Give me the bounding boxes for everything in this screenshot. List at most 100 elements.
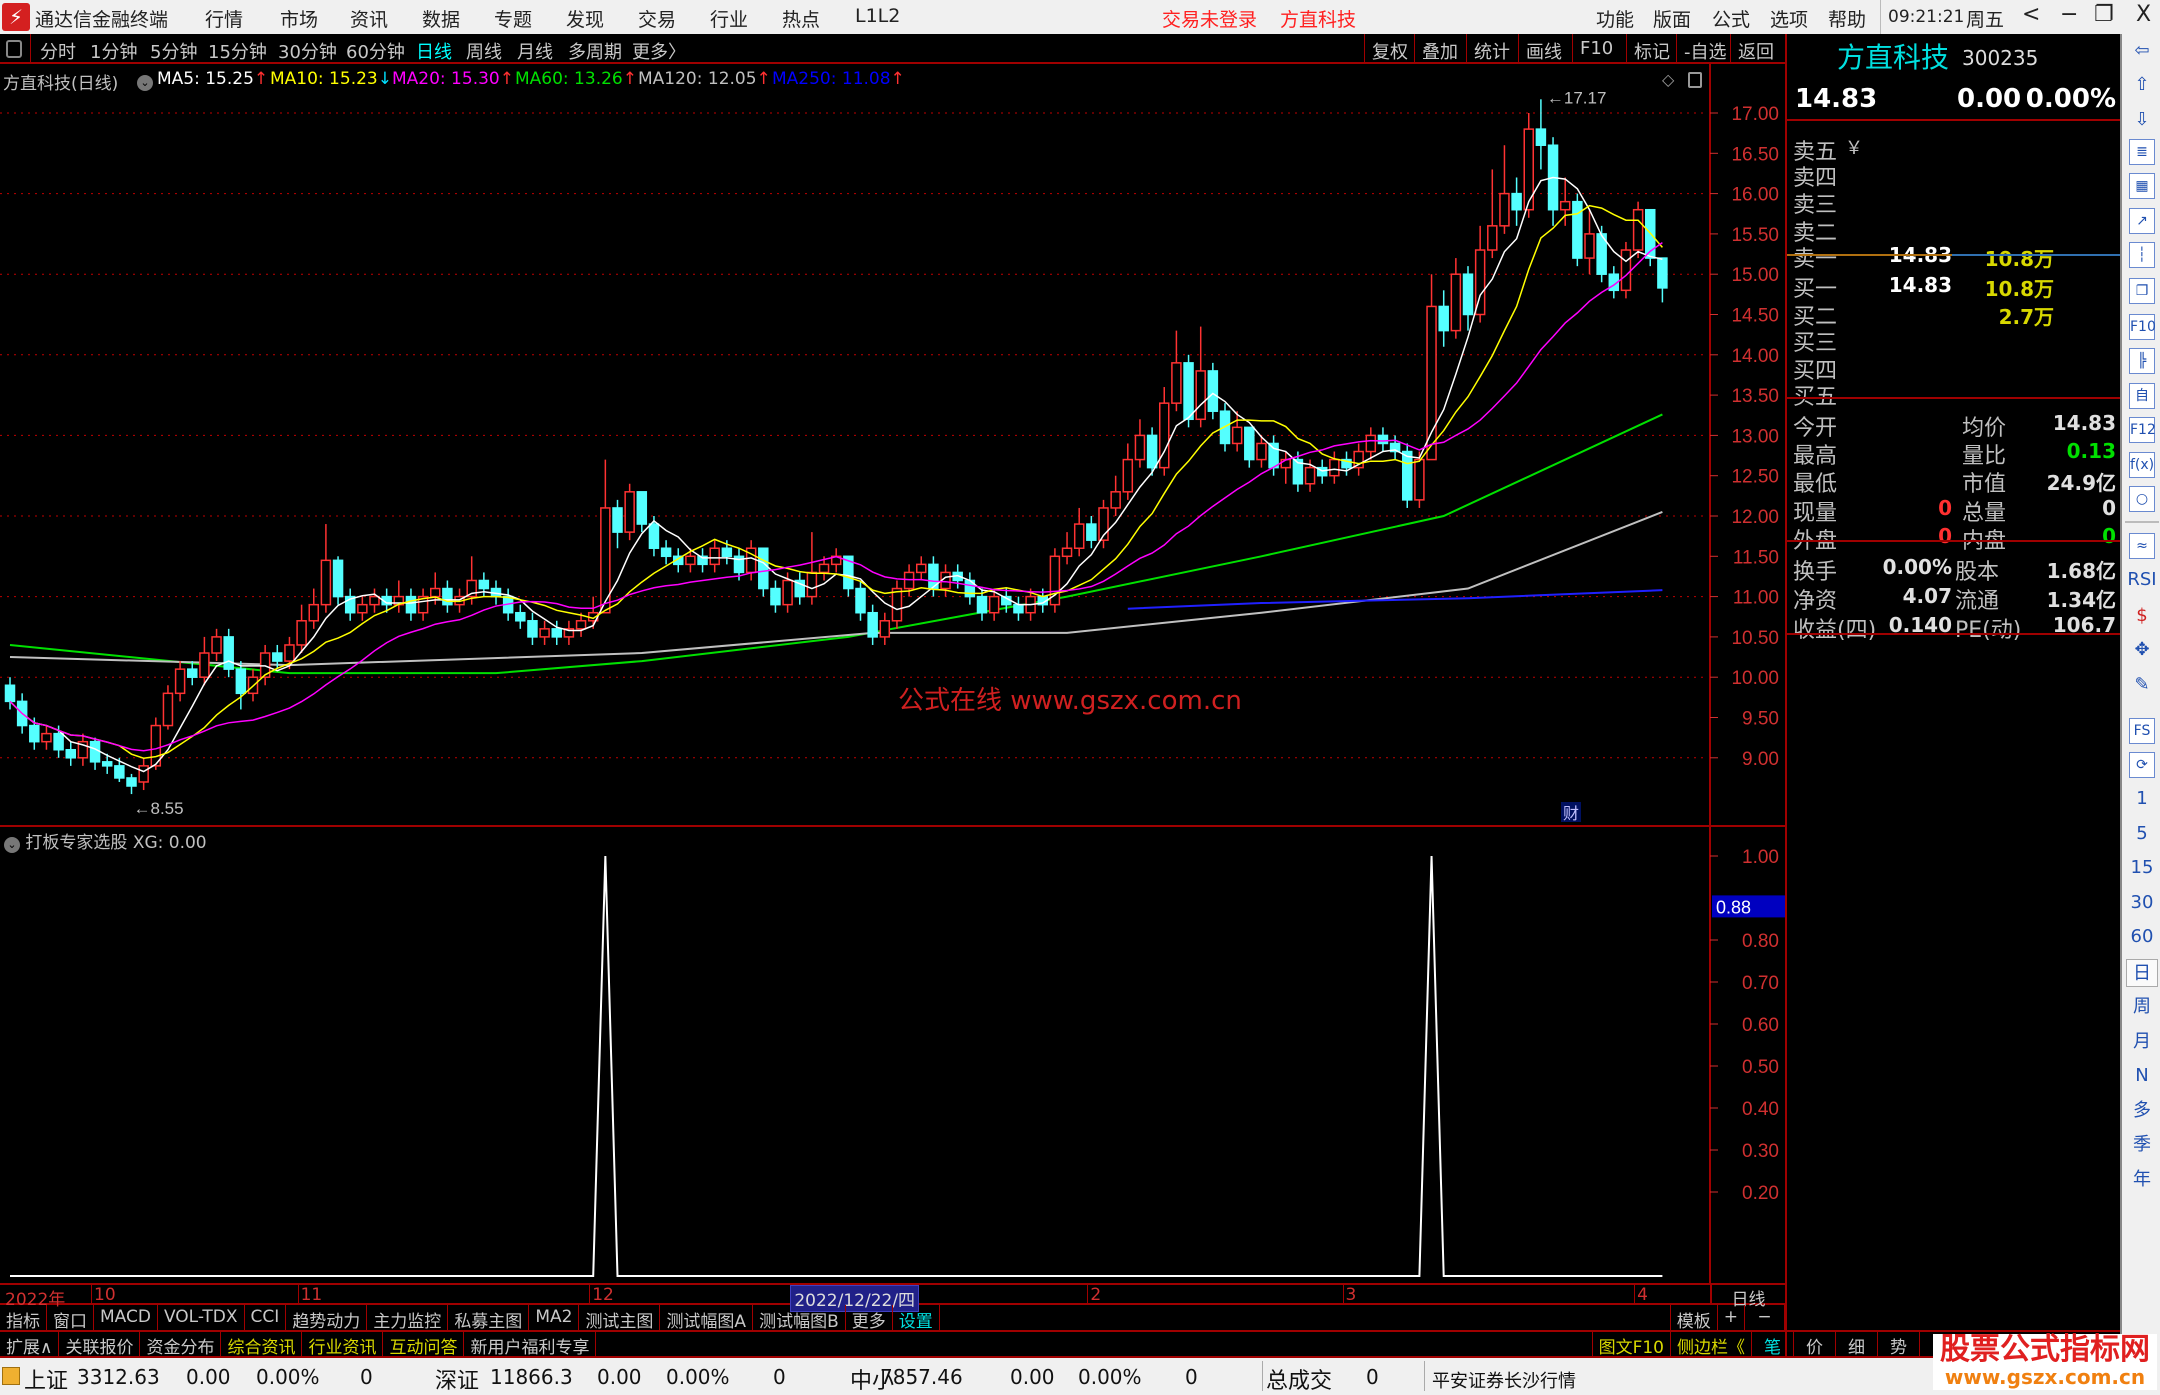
quote-list-icon[interactable]: ≣ [2129,138,2155,165]
toolbar-button-7[interactable]: 返回 [1730,34,1781,64]
login-status[interactable]: 交易未登录 [1162,9,1258,31]
right-menu-0[interactable]: 功能 [1596,9,1635,31]
right-menu-3[interactable]: 选项 [1770,9,1809,31]
period-tab-6[interactable]: 日线 [416,42,452,63]
pencil-icon[interactable]: ✎ [2134,673,2150,695]
ext-tab[interactable]: 资金分布 [140,1331,222,1358]
chevron-down-icon[interactable]: ⌄ [137,71,153,91]
indicator-tab[interactable]: VOL-TDX [158,1305,245,1330]
rsi-icon[interactable]: RSI [2127,569,2157,591]
period-tab-2[interactable]: 5分钟 [150,42,198,63]
indicator-tab[interactable]: MACD [94,1305,158,1330]
period-tab-7[interactable]: 周线 [466,42,502,63]
side-period-2[interactable]: 15 [2130,857,2154,879]
period-tab-4[interactable]: 30分钟 [278,42,337,63]
indicator-tab[interactable]: 测试幅图B [753,1305,846,1332]
side-period-9[interactable]: 多 [2133,1099,2151,1121]
side-period-8[interactable]: N [2135,1065,2149,1087]
template-button-0[interactable]: 模板 [1671,1305,1718,1332]
side-period-7[interactable]: 月 [2133,1030,2151,1052]
period-tab-3[interactable]: 15分钟 [208,42,267,63]
chevron-down-icon[interactable]: ⌄ [4,837,20,853]
ext-tab[interactable]: 行业资讯 [302,1331,384,1358]
menu-6[interactable]: 交易 [638,9,677,31]
menu-2[interactable]: 资讯 [350,9,389,31]
side-period-0[interactable]: 1 [2136,788,2148,810]
indicator-tab[interactable]: MA2 [529,1305,580,1330]
side-period-10[interactable]: 季 [2133,1134,2151,1156]
menu-5[interactable]: 发现 [566,9,605,31]
candle-icon[interactable]: ┆ [2129,242,2155,269]
kline-chart[interactable]: 17.00 16.50 16.00 15.50 15.00 14.50 14.00 13.50… [0,0,1785,1283]
period-tab-0[interactable]: 分时 [40,42,76,63]
side-period-6[interactable]: 周 [2133,996,2151,1018]
dollar-icon[interactable]: $ [2136,604,2148,626]
f10-icon[interactable]: F10 [2129,313,2156,340]
indicator-tab[interactable]: 测试幅图A [660,1305,754,1332]
toolbar-button-3[interactable]: 画线 [1518,34,1569,64]
ext-tab[interactable]: 关联报价 [59,1331,141,1358]
template-button-2[interactable]: − [1745,1305,1785,1330]
line-chart-icon[interactable]: ↗ [2129,207,2155,234]
toolbar-button-4[interactable]: F10 [1572,34,1620,64]
side-period-3[interactable]: 30 [2130,891,2154,913]
restore-button[interactable]: ❐ [2094,2,2114,27]
indicator-tab[interactable]: 设置 [893,1305,940,1332]
template-button-1[interactable]: + [1718,1305,1745,1330]
menu-9[interactable]: L1L2 [855,5,901,27]
period-tab-9[interactable]: 多周期 [568,42,622,63]
ext-tab[interactable]: 互动问答 [383,1331,465,1358]
indicator-tab[interactable]: 主力监控 [367,1305,449,1332]
close-button[interactable]: X [2136,2,2152,27]
indicator-tab[interactable]: 测试主图 [579,1305,661,1332]
ext-right-tab[interactable]: 侧边栏《 [1671,1331,1752,1358]
right-menu-4[interactable]: 帮助 [1828,9,1867,31]
ext-tab[interactable]: 新用户福利专享 [464,1331,597,1358]
right-menu-2[interactable]: 公式 [1712,9,1751,31]
fs-icon[interactable]: FS [2129,717,2155,744]
menu-0[interactable]: 行情 [205,9,244,31]
toolbar-button-1[interactable]: 叠加 [1414,34,1465,64]
toolbar-button-5[interactable]: 标记 [1626,34,1677,64]
ext-right-tab[interactable]: 细 [1836,1331,1878,1358]
ext-tab[interactable]: 综合资讯 [221,1331,303,1358]
panel-toggle-icon[interactable] [6,40,22,58]
side-period-1[interactable]: 5 [2136,822,2148,844]
period-tab-8[interactable]: 月线 [517,42,553,63]
ext-right-tab[interactable]: 势 [1878,1331,1920,1358]
ext-right-tab[interactable]: 笔 [1752,1331,1794,1358]
indicator-tab[interactable]: 私募主图 [448,1305,530,1332]
f12-icon[interactable]: F12 [2129,417,2156,444]
menu-3[interactable]: 数据 [422,9,461,31]
ext-tab[interactable]: 扩展∧ [0,1331,60,1358]
ext-right-tab[interactable]: 图文F10 [1593,1331,1671,1358]
indicator-tab[interactable]: CCI [245,1305,287,1330]
formula-icon[interactable]: f(x) [2129,451,2155,478]
menu-1[interactable]: 市场 [280,9,319,31]
menu-4[interactable]: 专题 [494,9,533,31]
toolbar-button-0[interactable]: 复权 [1364,34,1415,64]
index-name[interactable]: 深证 [435,1369,480,1394]
side-period-4[interactable]: 60 [2130,926,2154,948]
toolbar-button-6[interactable]: -自选 [1676,34,1734,64]
toolbar-button-2[interactable]: 统计 [1466,34,1517,64]
period-tab-10[interactable]: 更多〉 [632,42,686,63]
indicator-tab[interactable]: 趋势动力 [286,1305,368,1332]
ext-right-tab[interactable]: 价 [1794,1331,1836,1358]
move-icon[interactable]: ✥ [2134,639,2150,661]
menu-7[interactable]: 行业 [710,9,749,31]
self-select-icon[interactable]: 自 [2129,382,2155,409]
right-menu-1[interactable]: 版面 [1653,9,1692,31]
indicator-tab[interactable]: 指标 [0,1305,47,1332]
index-name[interactable]: 上证 [24,1369,69,1394]
circle-icon[interactable]: ○ [2129,486,2155,513]
diamond-icon[interactable]: ◇ [1662,70,1675,89]
indicator-tab[interactable]: 更多 [846,1305,893,1332]
arrow-up-icon[interactable]: ⇧ [2134,74,2150,96]
refresh-icon[interactable]: ⟳ [2129,752,2155,779]
windows-icon[interactable]: ❐ [2129,278,2155,305]
wave-icon[interactable]: ≈ [2129,533,2155,560]
minimize-button[interactable]: − [2060,2,2079,27]
side-period-5[interactable]: 日 [2126,958,2158,987]
period-tab-1[interactable]: 1分钟 [90,42,138,63]
